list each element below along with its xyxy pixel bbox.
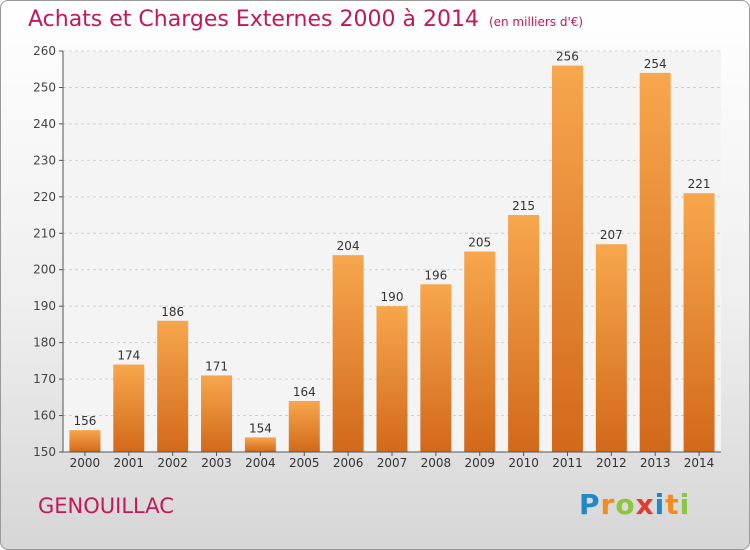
bar [683,193,715,452]
bar [69,430,101,452]
bar-value-label: 171 [205,359,228,373]
x-tick-label: 2009 [464,456,495,470]
bar-value-label: 164 [293,385,316,399]
bar-value-label: 205 [468,236,491,250]
bar-value-label: 256 [556,50,579,64]
logo-letter: o [615,488,636,521]
bar [508,215,540,452]
bar-value-label: 156 [73,414,96,428]
bar [420,284,452,452]
x-tick-label: 2007 [377,456,408,470]
y-tick-label: 180 [33,336,56,350]
bar [288,400,320,452]
bar [595,244,627,452]
chart-title: Achats et Charges Externes 2000 à 2014 (e… [28,7,583,32]
y-tick-label: 250 [33,80,56,94]
x-tick-label: 2010 [508,456,539,470]
logo-letter: i [654,488,666,521]
bar-value-label: 154 [249,421,272,435]
bar [244,437,276,452]
x-tick-label: 2011 [552,456,583,470]
x-tick-label: 2005 [289,456,320,470]
x-tick-label: 2006 [333,456,364,470]
bar-value-label: 207 [600,228,623,242]
bar [464,251,496,452]
logo-letter: r [600,488,616,521]
x-tick-label: 2003 [201,456,232,470]
x-tick-label: 2013 [640,456,671,470]
x-tick-label: 2014 [684,456,715,470]
y-tick-label: 160 [33,409,56,423]
y-tick-label: 150 [33,445,56,459]
y-tick-label: 190 [33,299,56,313]
bar [201,375,233,452]
logo-letter: t [665,488,680,521]
bar-value-label: 204 [337,239,360,253]
x-tick-label: 2004 [245,456,276,470]
bar-value-label: 196 [424,268,447,282]
y-tick-label: 240 [33,117,56,131]
bar [157,320,189,452]
bar-value-label: 186 [161,305,184,319]
x-tick-label: 2000 [70,456,101,470]
logo-letter: P [579,488,601,521]
y-tick-label: 230 [33,153,56,167]
x-tick-label: 2001 [114,456,145,470]
bar-value-label: 254 [644,57,667,71]
x-tick-label: 2002 [157,456,188,470]
y-tick-label: 200 [33,263,56,277]
bar [332,255,364,452]
bar [551,65,583,452]
y-tick-label: 260 [33,44,56,58]
logo-letter: x [635,488,655,521]
bar [639,72,671,452]
y-tick-label: 220 [33,190,56,204]
place-name: GENOUILLAC [38,494,174,518]
x-tick-label: 2008 [421,456,452,470]
bar-value-label: 215 [512,199,535,213]
bar [376,306,408,452]
chart-subtitle: (en milliers d'€) [488,15,584,29]
proxiti-logo: Proxiti [579,488,690,521]
x-tick-label: 2012 [596,456,627,470]
y-tick-label: 210 [33,226,56,240]
bar-value-label: 174 [117,349,140,363]
logo-letter: i [679,488,691,521]
y-tick-label: 170 [33,372,56,386]
bar [113,364,145,452]
bar-value-label: 190 [381,290,404,304]
bar-value-label: 221 [688,177,711,191]
chart-title-text: Achats et Charges Externes 2000 à 2014 [28,7,479,32]
